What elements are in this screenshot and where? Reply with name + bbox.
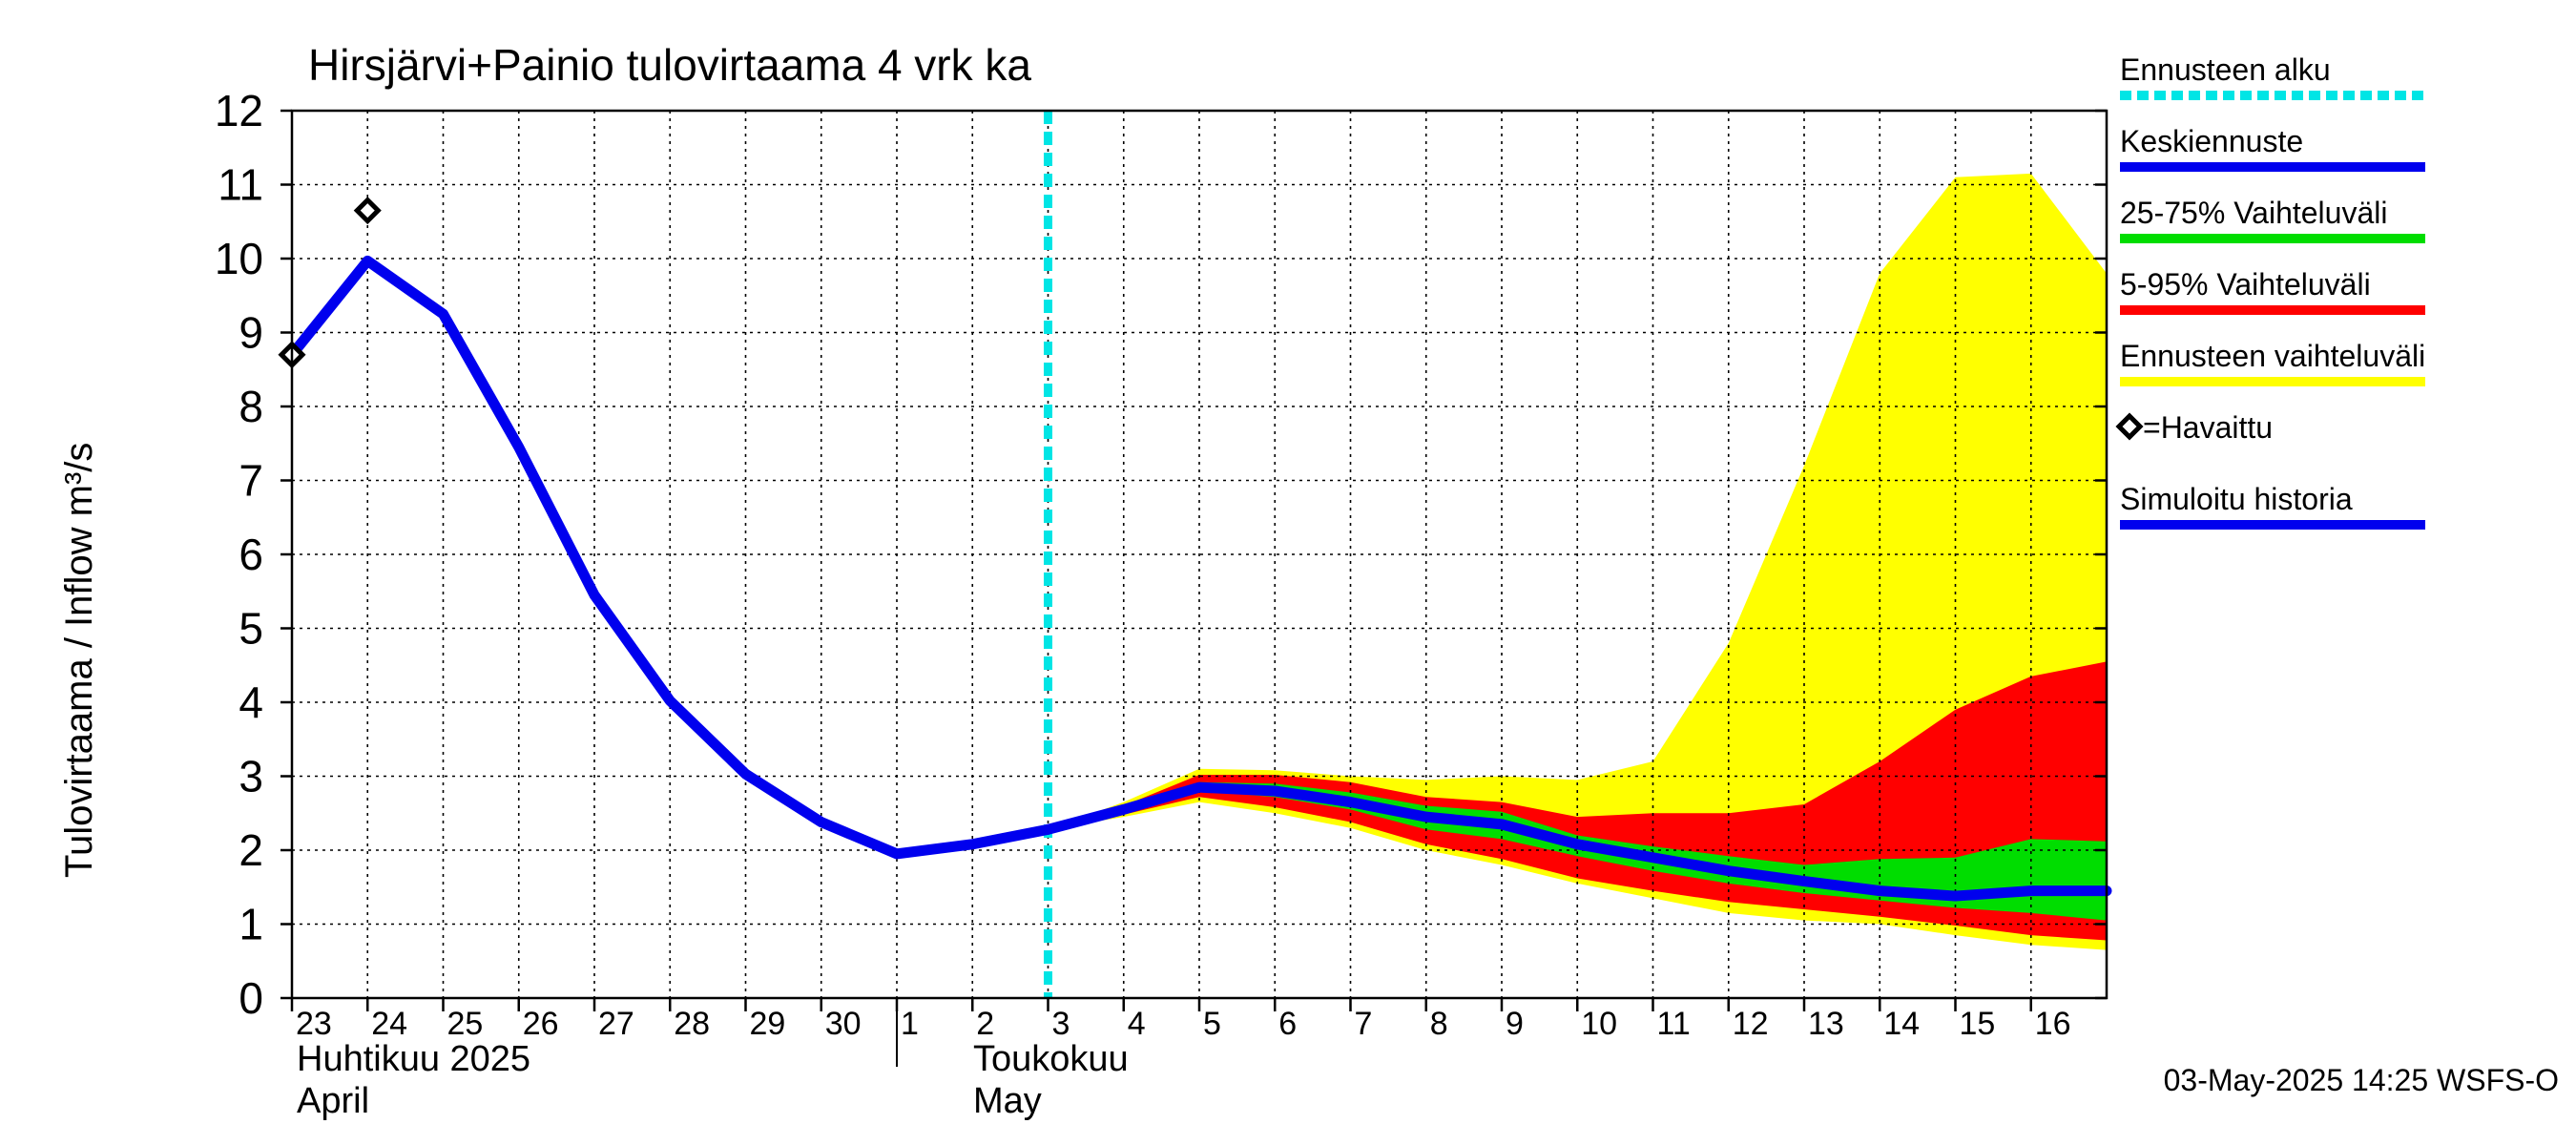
observed-marker (353, 197, 382, 225)
y-tick-label: 9 (239, 308, 263, 358)
series-lines (278, 111, 2112, 998)
y-tick-label: 6 (239, 530, 263, 579)
y-tick-label: 11 (218, 160, 263, 210)
legend-label: 25-75% Vaihteluväli (2120, 196, 2387, 230)
series-line-0 (286, 255, 1053, 860)
x-tick-label: 9 (1506, 1006, 1524, 1042)
legend: Ennusteen alku Keskiennuste 25-75% Vaihtel… (2115, 52, 2425, 530)
x-tick-label: 6 (1278, 1006, 1297, 1042)
month-label-may-en: May (973, 1081, 1042, 1121)
y-tick-label: 10 (215, 234, 263, 283)
x-tick-label: 10 (1581, 1006, 1617, 1042)
y-tick-label: 5 (239, 604, 263, 654)
month-label-april-en: April (297, 1081, 369, 1121)
x-tick-label: 14 (1883, 1006, 1920, 1042)
y-tick-label: 2 (239, 825, 263, 875)
x-tick-label: 29 (750, 1006, 786, 1042)
x-tick-label: 8 (1430, 1006, 1448, 1042)
legend-label: Simuloitu historia (2120, 482, 2353, 516)
y-tick-label: 3 (239, 752, 263, 802)
x-tick-label: 24 (371, 1006, 407, 1042)
legend-label: Ennusteen alku (2120, 52, 2331, 87)
chart-title: Hirsjärvi+Painio tulovirtaama 4 vrk ka (308, 40, 1031, 90)
grid (292, 111, 2107, 998)
y-axis-label: Tulovirtaama / Inflow m³/s (58, 443, 100, 878)
x-tick-label: 30 (825, 1006, 862, 1042)
series-line-1 (1043, 781, 2112, 902)
legend-label: Ennusteen vaihteluväli (2120, 339, 2425, 373)
legend-label: =Havaittu (2143, 410, 2273, 445)
y-tick-label: 0 (239, 973, 263, 1023)
x-tick-label: 3 (1052, 1006, 1070, 1042)
x-tick-label: 12 (1733, 1006, 1769, 1042)
x-tick-label: 1 (901, 1006, 919, 1042)
x-tick-label: 27 (598, 1006, 634, 1042)
x-tick-label: 5 (1203, 1006, 1221, 1042)
x-tick-label: 15 (1960, 1006, 1996, 1042)
month-label-may-fi: Toukokuu (973, 1039, 1129, 1079)
month-label-april-fi: Huhtikuu 2025 (297, 1039, 530, 1079)
x-tick-label: 4 (1128, 1006, 1146, 1042)
legend-label: Keskiennuste (2120, 124, 2303, 158)
x-tick-label: 23 (296, 1006, 332, 1042)
x-tick-label: 16 (2035, 1006, 2071, 1042)
x-tick-label: 13 (1808, 1006, 1844, 1042)
x-tick-label: 11 (1657, 1006, 1691, 1042)
legend-marker (2115, 412, 2144, 441)
x-tick-label: 25 (447, 1006, 484, 1042)
x-tick-label: 7 (1355, 1006, 1373, 1042)
x-tick-label: 2 (976, 1006, 994, 1042)
x-tick-label: 28 (674, 1006, 710, 1042)
y-tick-label: 1 (239, 900, 263, 949)
footer-timestamp: 03-May-2025 14:25 WSFS-O (2164, 1063, 2559, 1097)
legend-label: 5-95% Vaihteluväli (2120, 267, 2371, 302)
y-tick-label: 8 (239, 382, 263, 431)
x-tick-label: 26 (523, 1006, 559, 1042)
band-0 (1048, 173, 2107, 950)
y-tick-label: 7 (239, 456, 263, 506)
y-tick-label: 4 (239, 677, 263, 727)
y-tick-label: 12 (215, 86, 263, 135)
